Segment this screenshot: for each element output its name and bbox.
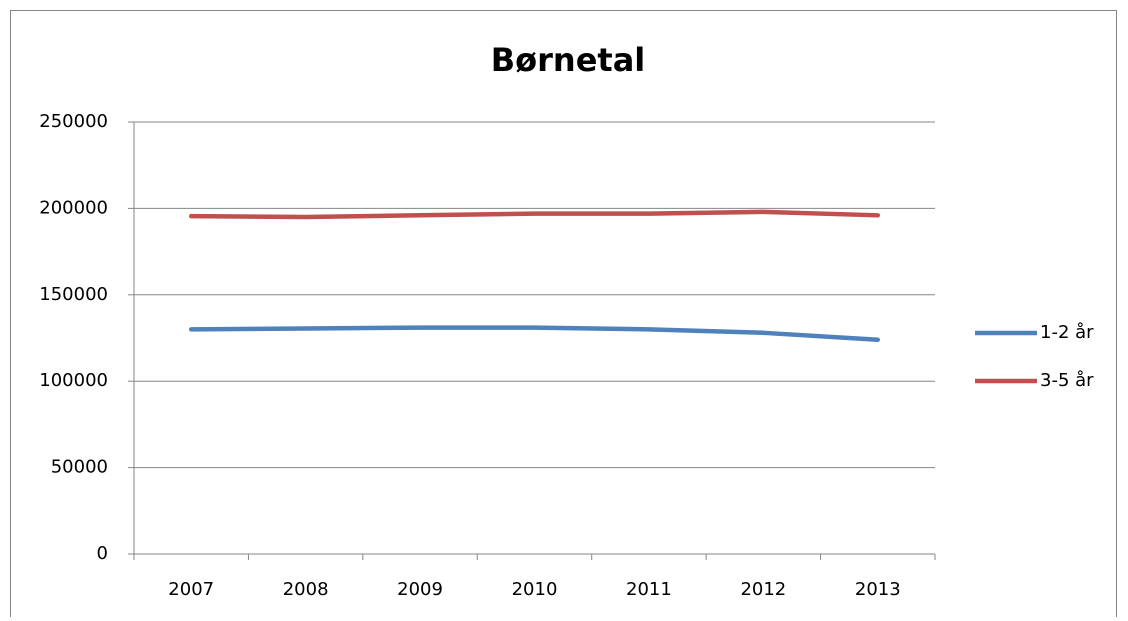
chart-title: Børnetal: [491, 41, 646, 79]
data-line: [188, 325, 881, 342]
y-tick-label: 0: [97, 543, 108, 564]
y-tick-label: 50000: [51, 457, 108, 478]
x-tick-label: 2012: [740, 579, 786, 600]
y-tick-label: 200000: [39, 197, 108, 218]
x-tick-label: 2010: [512, 579, 558, 600]
y-tick-label: 100000: [39, 370, 108, 391]
x-tick-label: 2007: [168, 579, 214, 600]
y-tick-label: 150000: [39, 284, 108, 305]
data-line: [188, 209, 881, 220]
x-tick-label: 2011: [626, 579, 672, 600]
legend-label: 3-5 år: [1040, 370, 1094, 391]
y-tick-label: 250000: [39, 111, 108, 132]
chart-border: [10, 10, 1117, 621]
x-tick-label: 2008: [283, 579, 329, 600]
x-tick-label: 2009: [397, 579, 443, 600]
x-tick-label: 2013: [855, 579, 901, 600]
legend-label: 1-2 år: [1040, 322, 1094, 343]
